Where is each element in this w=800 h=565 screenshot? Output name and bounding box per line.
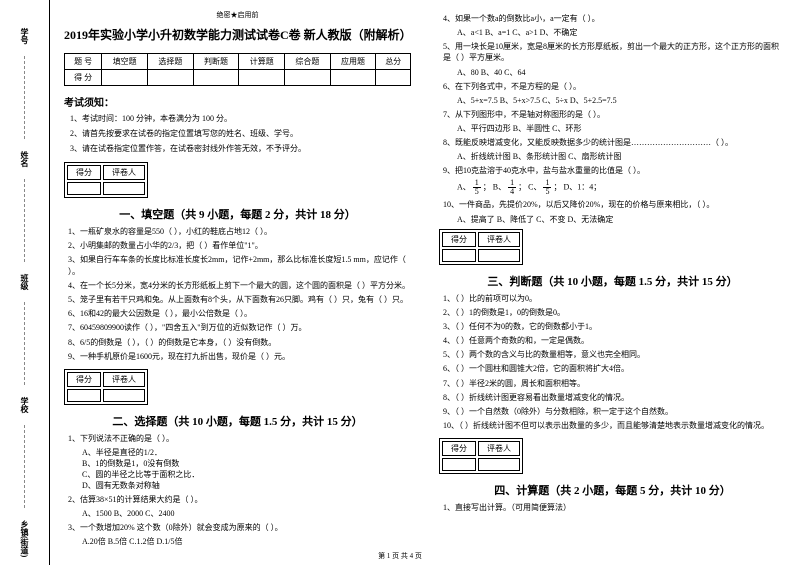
choice-q5-opts: A、80 B、40 C、64 (457, 67, 786, 78)
gutter-label-name: 姓名 (19, 151, 30, 167)
fill-q8: 8、6/5的倒数是（ ），（ ）的倒数是它本身，（ ）没有倒数。 (68, 337, 411, 348)
fill-q2: 2、小明集邮的数量占小华的2/3，把（ ）看作单位"1"。 (68, 240, 411, 251)
choice-q8-opts: A、折线统计图 B、条形统计图 C、扇形统计图 (457, 151, 786, 162)
choice-q4-opts: A、a<1 B、a=1 C、a>1 D、不确定 (457, 27, 786, 38)
page-footer: 第 1 页 共 4 页 (0, 551, 800, 561)
score-box-2: 得分 评卷人 (64, 369, 148, 405)
choice-q6-opts: A、5+x=7.5 B、5+x>7.5 C、5÷x D、5+2.5=7.5 (457, 95, 786, 106)
notice-1: 1、考试时间：100 分钟，本卷满分为 100 分。 (70, 113, 411, 124)
judge-q3: 3、（ ）任何不为0的数，它的倒数都小于1。 (443, 321, 786, 332)
score-h4: 计算题 (239, 54, 285, 70)
right-column: 4、如果一个数a的倒数比a小，a一定有（ ）。 A、a<1 B、a=1 C、a>… (425, 0, 800, 565)
gutter-line (24, 179, 25, 262)
gutter-line (24, 302, 25, 385)
judge-q9: 9、（ ）一个自然数（0除外）与分数相除，积一定于这个自然数。 (443, 406, 786, 417)
gutter-label-class: 班级 (19, 274, 30, 290)
choice-q3: 3、一个数增加20% 这个数（0除外）就会变成为原来的（ ）。 (68, 522, 411, 533)
judge-q10: 10、（ ）折线统计图不但可以表示出数量的多少，而且能够清楚地表示数量增减变化的… (443, 420, 786, 431)
judge-q5: 5、（ ）两个数的含义与比的数量相等，意义也完全相同。 (443, 349, 786, 360)
gutter-line (24, 56, 25, 139)
score-box-4: 得分 评卷人 (439, 438, 523, 474)
choice-q1: 1、下列说法不正确的是（ ）。 (68, 433, 411, 444)
scorebox-c1: 得分 (67, 165, 101, 180)
score-h5: 综合题 (285, 54, 331, 70)
judge-q4: 4、（ ）任意两个奇数的和，一定是偶数。 (443, 335, 786, 346)
score-h2: 选择题 (148, 54, 194, 70)
choice-q2: 2、估算38×51的计算结果大约是（ ）。 (68, 494, 411, 505)
choice-q6: 6、在下列各式中，不是方程的是（ ）。 (443, 81, 786, 92)
section-1-title: 一、填空题（共 9 小题，每题 2 分，共计 18 分） (64, 206, 411, 222)
choice-q4: 4、如果一个数a的倒数比a小，a一定有（ ）。 (443, 13, 786, 24)
choice-q1-oB: B、1的倒数是1，0没有倒数 (82, 458, 411, 469)
score-h7: 总分 (376, 54, 411, 70)
notice-3: 3、请在试卷指定位置作答，在试卷密封线外作答无效，不予评分。 (70, 143, 411, 154)
fill-q3: 3、如果自行车车条的长度比标准长度长2mm，记作+2mm，那么比标准长度短1.5… (68, 254, 411, 276)
judge-q8: 8、（ ）折线统计图更容易看出数量增减变化的情况。 (443, 392, 786, 403)
gutter-label-id: 学号 (19, 28, 30, 44)
gutter-label-school: 学校 (19, 397, 30, 413)
choice-q9-opts: A、 15 ； B、 14 ； C、 15 ； D、1：4； (457, 179, 786, 196)
choice-q7-opts: A、平行四边形 B、半圆性 C、环形 (457, 123, 786, 134)
calc-q1: 1、直接写出计算。（可用简便算法） (443, 502, 786, 513)
choice-q10: 10、一件商品，先提价20%，以后又降价20%，现在的价格与原来相比，（ ）。 (443, 199, 786, 210)
exam-title: 2019年实验小学小升初数学能力测试试卷C卷 新人教版（附解析） (64, 26, 411, 43)
fill-q6: 6、16和42的最大公因数是（ ），最小公倍数是（ ）。 (68, 308, 411, 319)
notice-heading: 考试须知： (64, 94, 411, 109)
fill-q4: 4、在一个长5分米，宽4分米的长方形纸板上剪下一个最大的圆，这个圆的面积是（ ）… (68, 280, 411, 291)
notice-2: 2、请首先按要求在试卷的指定位置填写您的姓名、班级、学号。 (70, 128, 411, 139)
choice-q1-oA: A、半径是直径的1/2． (82, 447, 411, 458)
score-summary-table: 题 号 填空题 选择题 判断题 计算题 综合题 应用题 总分 得 分 (64, 53, 411, 86)
choice-q5: 5、用一块长是10厘米，宽是8厘米的长方形厚纸板，剪出一个最大的正方形，这个正方… (443, 41, 786, 63)
choice-q8: 8、既能反映增减变化，又能反映数据多少的统计图是…………………………（ ）。 (443, 137, 786, 148)
fill-q5: 5、笼子里有若干只鸡和兔。从上面数有8个头，从下面数有26只脚。鸡有（ ）只，兔… (68, 294, 411, 305)
scorebox-c2: 评卷人 (103, 165, 145, 180)
judge-q7: 7、（ ）半径2米的圆，周长和面积相等。 (443, 378, 786, 389)
binding-gutter: 学号 姓名 班级 学校 乡镇(街道) (0, 0, 50, 565)
choice-q9: 9、把10克盐溶于40克水中，盐与盐水重量的比值是（ ）。 (443, 165, 786, 176)
fill-q7: 7、60459809900读作（ ），"四舍五入"到万位的近似数记作（ ）万。 (68, 322, 411, 333)
section-2-title: 二、选择题（共 10 小题，每题 1.5 分，共计 15 分） (64, 413, 411, 429)
judge-q1: 1、（ ）比的前项可以为0。 (443, 293, 786, 304)
score-h3: 判断题 (193, 54, 239, 70)
left-column: 绝密★启用前 2019年实验小学小升初数学能力测试试卷C卷 新人教版（附解析） … (50, 0, 425, 565)
score-box-1: 得分 评卷人 (64, 162, 148, 198)
choice-q7: 7、从下列图形中，不是轴对称图形的是（ ）。 (443, 109, 786, 120)
section-3-title: 三、判断题（共 10 小题，每题 1.5 分，共计 15 分） (439, 273, 786, 289)
score-box-3: 得分 评卷人 (439, 229, 523, 265)
gutter-line (24, 425, 25, 508)
secret-mark: 绝密★启用前 (64, 10, 411, 20)
choice-q3-opts: A.20倍 B.5倍 C.1.2倍 D.1/5倍 (82, 536, 411, 547)
judge-q2: 2、（ ）1的倒数是1，0的倒数是0。 (443, 307, 786, 318)
score-h6: 应用题 (330, 54, 376, 70)
choice-q10-opts: A、提高了 B、降低了 C、不变 D、无法确定 (457, 214, 786, 225)
fill-q9: 9、一种手机原价是1600元，现在打九折出售，现价是（ ）元。 (68, 351, 411, 362)
judge-q6: 6、（ ）一个圆柱和圆锥大2倍，它的面积将扩大4倍。 (443, 363, 786, 374)
section-4-title: 四、计算题（共 2 小题，每题 5 分，共计 10 分） (439, 482, 786, 498)
score-h0: 题 号 (65, 54, 102, 70)
score-h1: 填空题 (102, 54, 148, 70)
score-r2-label: 得 分 (65, 70, 102, 86)
choice-q2-opts: A、1500 B、2000 C、2400 (82, 508, 411, 519)
choice-q1-oC: C、圆的半径之比等于面积之比． (82, 469, 411, 480)
fill-q1: 1、一瓶矿泉水的容量是550（ ），小红的鞋底占地12（ ）。 (68, 226, 411, 237)
choice-q1-oD: D、圆有无数条对称轴 (82, 480, 411, 491)
